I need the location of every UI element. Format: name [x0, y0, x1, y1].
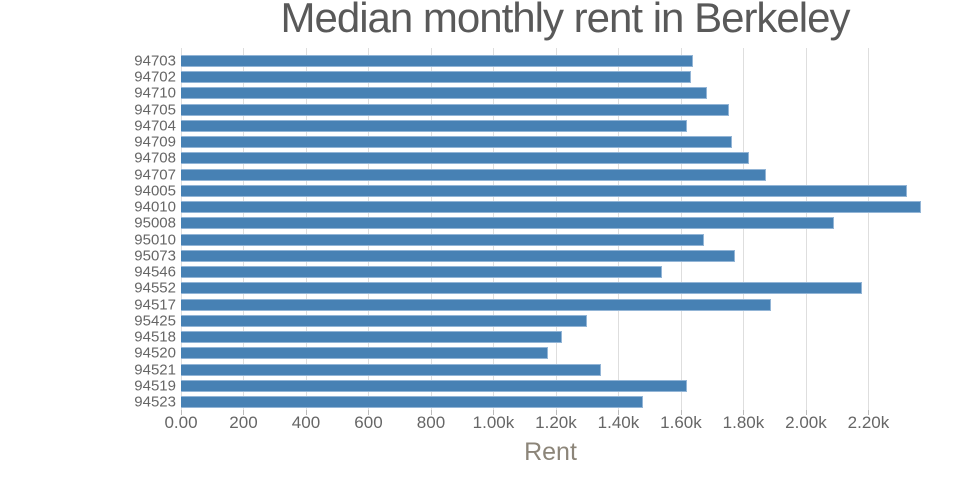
bar-95010	[181, 233, 704, 246]
bar-95425	[181, 314, 587, 327]
y-tick-label-95073: 95073	[134, 247, 176, 265]
bar-94520	[181, 347, 548, 360]
x-tick-mark	[493, 410, 495, 415]
x-tick-mark	[430, 410, 432, 415]
y-tick-label-94705: 94705	[134, 101, 176, 119]
bar-94710	[181, 87, 707, 100]
y-tick-label-94703: 94703	[134, 52, 176, 70]
x-tick-mark	[805, 410, 807, 415]
bar-94523	[181, 396, 643, 408]
gridline	[868, 48, 870, 410]
x-tick-mark	[555, 410, 557, 415]
bar-94546	[181, 266, 662, 279]
x-tick-mark	[680, 410, 682, 415]
x-tick-label-600: 600	[354, 413, 383, 432]
y-tick-label-95425: 95425	[134, 312, 176, 330]
y-tick-label-94521: 94521	[134, 361, 176, 379]
x-tick-label-1.80k: 1.80k	[722, 413, 765, 432]
bar-94708	[181, 152, 750, 165]
bar-94704	[181, 119, 687, 132]
x-tick-label-1.20k: 1.20k	[535, 413, 577, 432]
y-tick-label-94708: 94708	[134, 149, 176, 167]
bar-94521	[181, 363, 601, 376]
x-tick-mark	[305, 410, 307, 415]
y-tick-label-94546: 94546	[134, 263, 176, 281]
y-tick-label-94518: 94518	[134, 328, 176, 346]
bar-94518	[181, 331, 562, 344]
x-tick-label-1.00k: 1.00k	[472, 413, 515, 432]
x-tick-mark	[243, 410, 245, 415]
x-tick-label-2.00k: 2.00k	[785, 413, 827, 432]
y-tick-label-94710: 94710	[134, 84, 176, 102]
bar-94010	[181, 201, 921, 214]
x-tick-mark	[743, 410, 745, 415]
x-tick-label-800: 800	[416, 413, 446, 432]
y-tick-label-94520: 94520	[134, 344, 176, 362]
y-tick-label-94707: 94707	[134, 166, 176, 184]
x-tick-label-1.40k: 1.40k	[597, 413, 640, 432]
bar-95073	[181, 249, 736, 262]
x-tick-label-200: 200	[229, 413, 258, 432]
x-axis-title: Rent	[524, 438, 577, 466]
chart-title: Median monthly rent in Berkeley	[280, 0, 851, 41]
y-tick-label-94005: 94005	[134, 182, 176, 200]
bar-94703	[181, 55, 693, 67]
x-tick-mark	[868, 410, 870, 415]
bar-95008	[181, 217, 834, 230]
x-tick-label-0.00: 0.00	[164, 413, 198, 432]
y-tick-label-95008: 95008	[134, 214, 176, 232]
bar-94709	[181, 136, 732, 149]
y-tick-label-94709: 94709	[134, 133, 176, 151]
y-tick-label-94702: 94702	[134, 68, 176, 86]
y-tick-label-94552: 94552	[134, 279, 176, 297]
x-tick-label-400: 400	[291, 413, 321, 432]
x-tick-mark	[368, 410, 370, 415]
y-tick-label-95010: 95010	[134, 231, 176, 249]
x-tick-label-1.60k: 1.60k	[660, 413, 702, 432]
bar-94707	[181, 168, 767, 181]
bar-94005	[181, 184, 907, 197]
y-tick-label-94704: 94704	[134, 117, 176, 135]
bar-94517	[181, 298, 771, 311]
bar-94705	[181, 103, 729, 116]
y-tick-label-94010: 94010	[134, 198, 176, 216]
y-tick-label-94517: 94517	[134, 296, 176, 314]
y-tick-label-94523: 94523	[134, 393, 176, 411]
x-tick-mark	[618, 410, 620, 415]
x-tick-label-2.20k: 2.20k	[847, 413, 890, 432]
x-tick-mark	[181, 410, 182, 415]
bar-94519	[181, 379, 687, 392]
plot-area	[181, 48, 921, 410]
y-tick-label-94519: 94519	[134, 377, 176, 395]
bar-94702	[181, 71, 692, 84]
bar-94552	[181, 282, 862, 295]
